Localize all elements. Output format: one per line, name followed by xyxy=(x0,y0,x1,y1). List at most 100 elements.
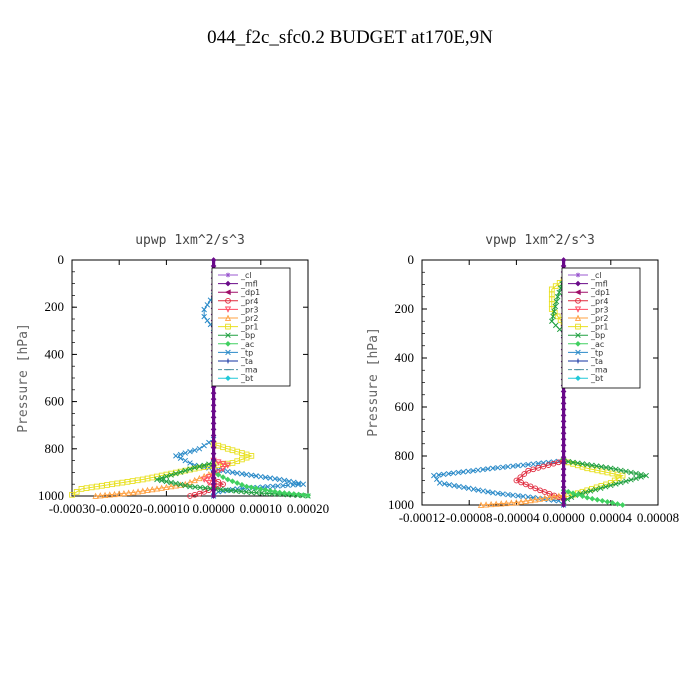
series-point-mfl xyxy=(560,400,567,407)
x-tick-label: -0.00004 xyxy=(493,510,540,525)
series-point-pr2 xyxy=(532,496,539,503)
legend-label-cl: _cl xyxy=(590,271,602,280)
series-point-pr4 xyxy=(541,489,548,495)
series-point-ac xyxy=(262,487,269,493)
series-point-mfl xyxy=(210,450,217,457)
series-point-mfl xyxy=(210,414,217,421)
series-point-tp xyxy=(500,491,506,497)
series-point-tp xyxy=(510,463,516,469)
series-point-tp xyxy=(295,481,301,488)
series-point-bp xyxy=(603,464,609,471)
series-point-tp xyxy=(480,488,486,494)
series-point-bpu xyxy=(551,308,557,315)
series-point-tp xyxy=(500,464,506,470)
series-point-ac xyxy=(286,490,292,497)
series-point-pr3 xyxy=(224,462,231,469)
y-tick-label: 400 xyxy=(395,350,415,365)
series-point-pr2 xyxy=(517,498,525,505)
series-point-tp xyxy=(196,446,203,452)
series-point-tp xyxy=(495,464,501,471)
x-tick-label: 0.00004 xyxy=(590,510,633,525)
series-point-tp xyxy=(280,482,286,489)
series-point-tp xyxy=(510,492,516,498)
series-point-bp xyxy=(643,472,649,479)
series-point-pr4 xyxy=(522,481,529,488)
legend-box xyxy=(561,267,641,389)
legend: _cl_mfl_dp1_pr4_pr3_pr2_pr1_bp_ac_tp_ta_… xyxy=(561,267,641,389)
panel-title: upwp 1xm^2/s^3 xyxy=(135,233,245,248)
legend-label-bp: _bp xyxy=(240,331,255,340)
legend-label-pr4: _pr4 xyxy=(240,297,258,306)
series-point-tp xyxy=(475,467,481,473)
series-point-ac xyxy=(243,483,250,490)
legend-marker-cl xyxy=(225,272,231,278)
series-point-bp xyxy=(628,469,634,476)
series-point-tp xyxy=(505,491,511,498)
legend-label-bt: _bt xyxy=(590,374,603,383)
series-point-ac xyxy=(579,493,586,500)
series-point-tp xyxy=(520,462,526,468)
series-point-tp xyxy=(275,483,281,489)
series-point-ac xyxy=(300,492,307,498)
series-point-pr2 xyxy=(139,487,146,494)
series-point-bp xyxy=(168,472,174,478)
series-point-tp xyxy=(229,469,236,476)
series-point-ac xyxy=(594,496,601,503)
series-point-pr1 xyxy=(69,491,75,498)
legend-label-pr2: _pr2 xyxy=(240,314,258,323)
legend-label-cl: _cl xyxy=(240,271,252,280)
series-point-pr4 xyxy=(521,471,528,477)
series-point-pr4 xyxy=(551,492,558,499)
series-point-pr1 xyxy=(78,486,85,492)
vpwp-panel: vpwp 1xm^2/s^3 Pressure [hPa] -0.00012 -0… xyxy=(366,233,679,525)
legend-label-ac: _ac xyxy=(240,340,254,349)
series-point-mfl xyxy=(210,438,217,445)
series-point-pr2 xyxy=(503,499,510,507)
series-point-tp xyxy=(243,471,250,478)
series-point-mfl xyxy=(560,436,567,443)
series-point-cl xyxy=(201,313,207,320)
y-axis-label: Pressure [hPa] xyxy=(16,323,31,433)
y-tick-label: 600 xyxy=(395,399,415,414)
series-point-bp xyxy=(618,467,624,474)
series-point-bp xyxy=(202,485,209,491)
series-point-mfl xyxy=(210,481,217,487)
series-point-bp xyxy=(173,480,179,487)
legend-marker-mfl xyxy=(225,280,231,287)
series-point-tp xyxy=(253,473,259,479)
series-point-ac xyxy=(248,484,255,491)
legend-marker-cl xyxy=(575,272,581,278)
series-point-pr2 xyxy=(120,489,128,497)
series-point-mfl xyxy=(210,396,217,403)
series-point-tp xyxy=(490,489,496,496)
series-point-bp xyxy=(613,481,619,487)
legend-marker-bp xyxy=(225,332,231,338)
series-point-pr4 xyxy=(545,462,552,468)
series-point-ac xyxy=(276,489,283,496)
series-point-pr2 xyxy=(167,483,175,490)
series-point-tp xyxy=(258,473,264,480)
series-point-pr2 xyxy=(134,488,142,495)
series-point-bpu xyxy=(549,318,555,325)
series-point-tp xyxy=(182,457,189,464)
x-tick-label: 0.00000 xyxy=(542,510,584,525)
y-tick-label: 800 xyxy=(395,448,415,463)
series-point-mfl xyxy=(210,402,217,409)
series-point-bp xyxy=(201,462,207,469)
series-point-tp xyxy=(276,476,283,483)
series-point-tp xyxy=(485,489,491,495)
series-point-bp xyxy=(177,469,184,475)
series-point-tp xyxy=(440,471,447,478)
series-point-ac xyxy=(257,486,264,492)
series-line-bp xyxy=(563,460,647,502)
series-point-mfl xyxy=(210,487,217,493)
series-point-pr4 xyxy=(540,463,547,470)
axis-ticks: -0.00030 -0.00020 -0.00010 0.00000 0.00010 0.… xyxy=(38,252,329,516)
legend-label-pr1: _pr1 xyxy=(590,323,608,332)
series-point-tp xyxy=(450,470,457,476)
series-point-pr2 xyxy=(186,478,194,486)
y-tick-label: 200 xyxy=(395,301,415,316)
series-point-pr4 xyxy=(513,477,520,484)
series-point-mfl xyxy=(210,432,217,439)
series-point-tp xyxy=(480,466,486,473)
